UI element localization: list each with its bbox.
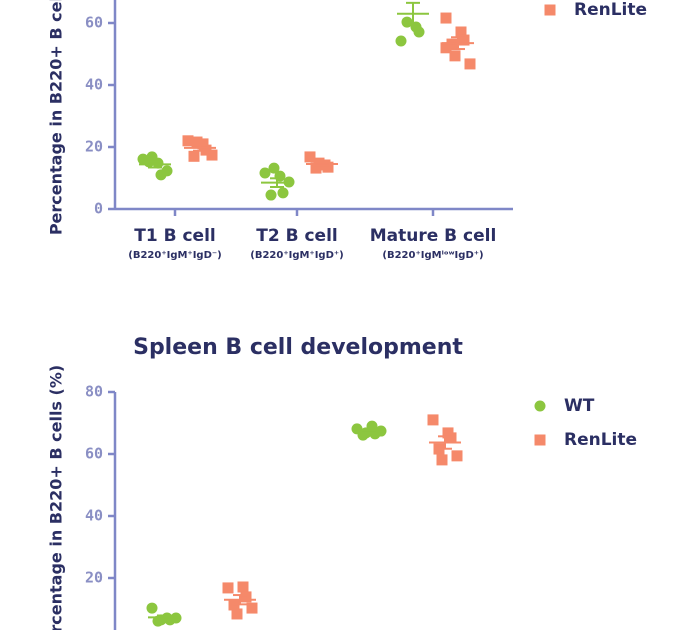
legend-label: WT xyxy=(564,396,595,416)
data-point xyxy=(237,581,249,593)
y-tick-label: 60 xyxy=(85,14,103,32)
data-point xyxy=(427,414,439,426)
data-point xyxy=(188,150,200,162)
legend-label: RenLite xyxy=(564,430,637,450)
x-tick-label: T2 B cell xyxy=(256,226,337,246)
legend-marker xyxy=(534,434,546,446)
legend-marker xyxy=(534,400,546,412)
y-tick-label: 0 xyxy=(94,200,103,218)
data-point xyxy=(440,12,452,24)
data-point xyxy=(231,608,243,620)
data-point xyxy=(455,26,467,38)
data-point xyxy=(246,602,258,614)
legend-label: RenLite xyxy=(574,0,647,20)
data-point xyxy=(259,167,271,179)
data-point xyxy=(191,136,203,148)
data-point xyxy=(146,151,158,163)
x-sublabel: (B220⁺IgMˡᵒʷIgD⁺) xyxy=(382,250,483,261)
data-point xyxy=(449,50,461,62)
data-point xyxy=(206,149,218,161)
y-tick-label: 40 xyxy=(85,507,103,525)
data-point xyxy=(322,161,334,173)
data-point xyxy=(464,58,476,70)
data-point xyxy=(240,591,252,603)
data-point xyxy=(458,34,470,46)
data-point xyxy=(146,602,158,614)
data-point xyxy=(304,151,316,163)
data-point xyxy=(197,138,209,150)
x-sublabel: (B220⁺IgM⁺IgD⁺) xyxy=(250,250,343,261)
y-tick-label: 40 xyxy=(85,76,103,94)
y-tick-label: 80 xyxy=(85,383,103,401)
y-tick-label: 20 xyxy=(85,569,103,587)
x-tick-label: T1 B cell xyxy=(134,226,215,246)
y-tick-label: 60 xyxy=(85,445,103,463)
legend-marker xyxy=(544,4,556,16)
data-point xyxy=(436,454,448,466)
data-point xyxy=(268,162,280,174)
data-point xyxy=(440,42,452,54)
y-axis-label: Percentage in B220+ B cells (%) xyxy=(47,365,66,630)
data-point xyxy=(222,582,234,594)
x-tick-label: Mature B cell xyxy=(370,226,497,246)
data-point xyxy=(395,35,407,47)
data-point xyxy=(401,16,413,28)
data-point xyxy=(413,26,425,38)
y-tick-label: 20 xyxy=(85,138,103,156)
data-point xyxy=(182,135,194,147)
x-sublabel: (B220⁺IgM⁺IgD⁻) xyxy=(128,250,221,261)
y-axis-label: Percentage in B220+ B cells (%) xyxy=(47,0,66,235)
data-point xyxy=(265,189,277,201)
data-point xyxy=(161,165,173,177)
chart-title: Spleen B cell development xyxy=(133,335,463,360)
data-point xyxy=(277,187,289,199)
data-point xyxy=(451,450,463,462)
data-point xyxy=(445,432,457,444)
